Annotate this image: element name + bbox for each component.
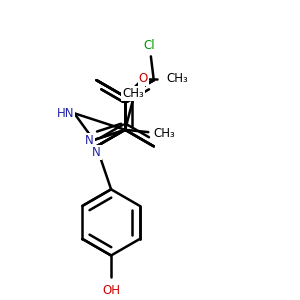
Text: N: N bbox=[85, 134, 94, 146]
Text: CH₃: CH₃ bbox=[153, 127, 175, 140]
Text: CH₃: CH₃ bbox=[122, 87, 144, 100]
Text: N: N bbox=[92, 146, 101, 159]
Text: O: O bbox=[139, 72, 148, 85]
Text: HN: HN bbox=[57, 107, 74, 120]
Text: Cl: Cl bbox=[143, 39, 155, 52]
Text: OH: OH bbox=[102, 284, 120, 297]
Text: CH₃: CH₃ bbox=[167, 72, 188, 85]
